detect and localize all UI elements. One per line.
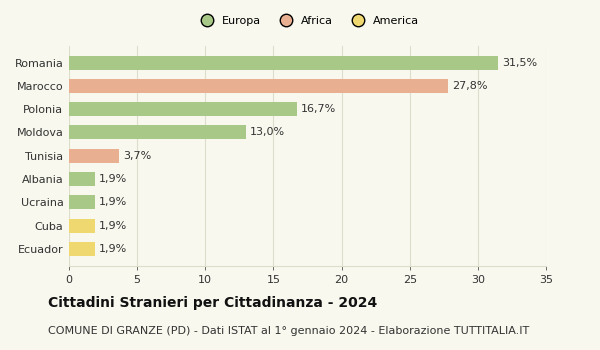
Bar: [69, 56, 499, 70]
Text: Cittadini Stranieri per Cittadinanza - 2024: Cittadini Stranieri per Cittadinanza - 2…: [48, 296, 377, 310]
Text: 1,9%: 1,9%: [99, 221, 127, 231]
Bar: [69, 79, 448, 93]
Bar: [69, 149, 119, 163]
Text: COMUNE DI GRANZE (PD) - Dati ISTAT al 1° gennaio 2024 - Elaborazione TUTTITALIA.: COMUNE DI GRANZE (PD) - Dati ISTAT al 1°…: [48, 326, 529, 336]
Text: 13,0%: 13,0%: [250, 127, 286, 138]
Bar: [69, 102, 296, 116]
Bar: [69, 242, 95, 256]
Text: 1,9%: 1,9%: [99, 174, 127, 184]
Text: 1,9%: 1,9%: [99, 197, 127, 207]
Bar: [69, 219, 95, 233]
Text: 1,9%: 1,9%: [99, 244, 127, 254]
Bar: [69, 125, 246, 139]
Bar: [69, 172, 95, 186]
Text: 27,8%: 27,8%: [452, 81, 487, 91]
Text: 31,5%: 31,5%: [502, 57, 538, 68]
Text: 3,7%: 3,7%: [124, 151, 152, 161]
Bar: [69, 195, 95, 209]
Text: 16,7%: 16,7%: [301, 104, 336, 114]
Legend: Europa, Africa, America: Europa, Africa, America: [196, 16, 419, 26]
